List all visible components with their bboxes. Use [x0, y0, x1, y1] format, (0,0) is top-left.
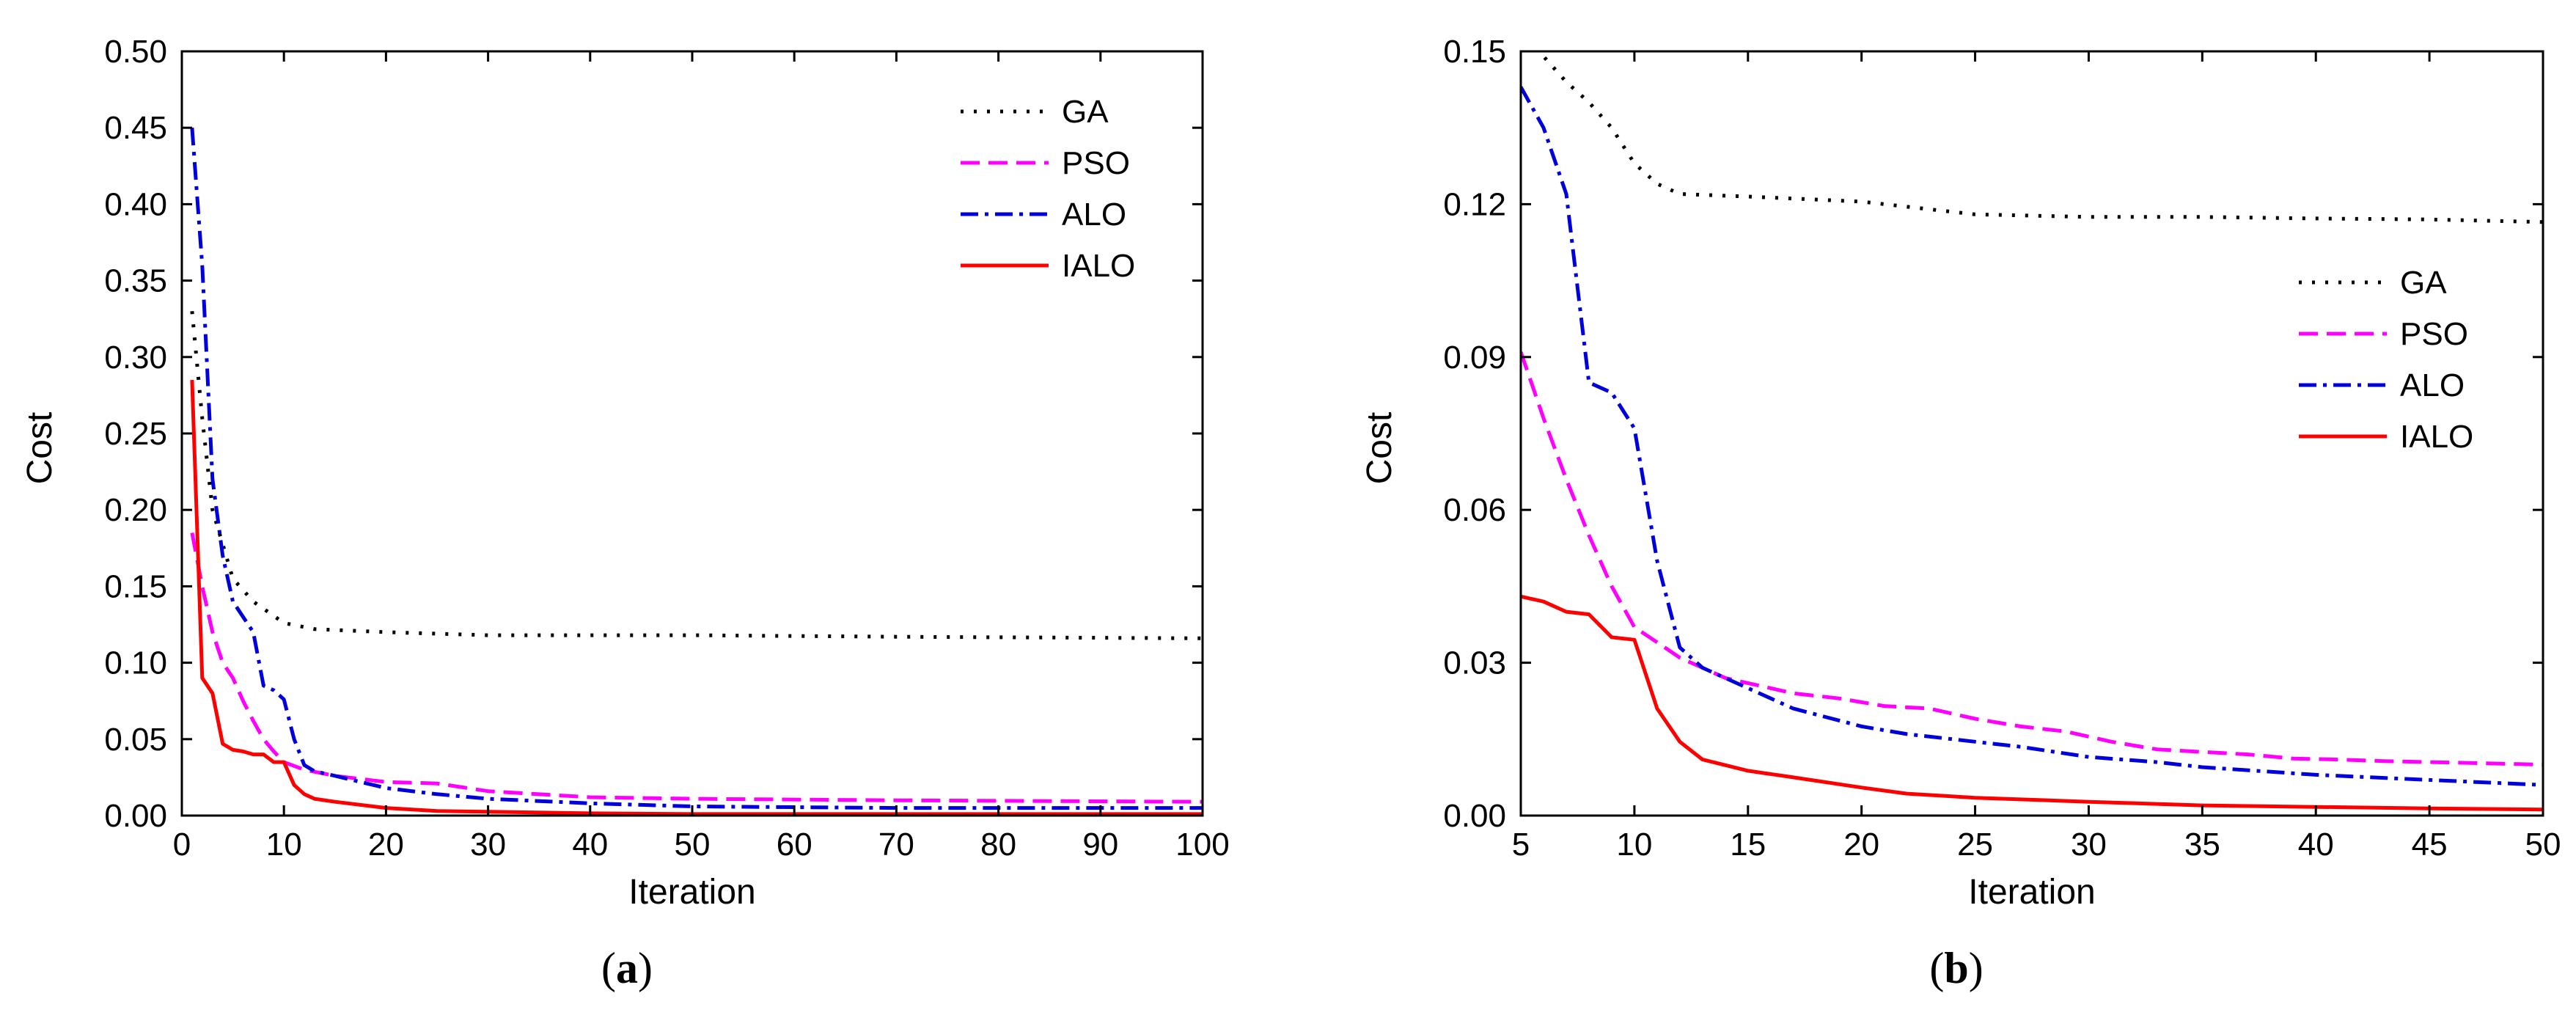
plot-frame [180, 50, 1204, 817]
legend-label-pso: PSO [2400, 316, 2468, 352]
legend-label-ga: GA [1062, 94, 1109, 130]
y-tick-label: 0.25 [104, 416, 167, 452]
y-tick-label: 0.10 [104, 645, 167, 681]
y-tick-label: 0.40 [104, 186, 167, 222]
series-line-alo [1521, 86, 2543, 787]
x-tick-label: 40 [572, 827, 608, 863]
x-tick-label: 45 [2412, 827, 2448, 863]
x-tick-label: 20 [1843, 827, 1879, 863]
chart-panel-a: 0 10 20 30 40 50 60 70 80 90 100 0.00 0.05 0.10 0.15 0.… [21, 34, 1230, 992]
x-tick-label: 40 [2298, 827, 2334, 863]
x-tick-label: 15 [1730, 827, 1766, 863]
y-tick-label: 0.35 [104, 263, 167, 299]
legend-label-alo: ALO [2400, 367, 2465, 403]
x-tick-label: 60 [777, 827, 812, 863]
y-tick-label: 0.06 [1443, 492, 1506, 528]
x-tick-label: 100 [1175, 827, 1229, 863]
y-axis-title: Cost [21, 412, 59, 485]
x-tick-label: 30 [2071, 827, 2107, 863]
y-tick-label: 0.12 [1443, 186, 1506, 222]
series-line-pso [1521, 351, 2543, 766]
x-tick-label: 10 [266, 827, 302, 863]
x-axis-title: Iteration [1968, 873, 2095, 912]
x-tick-label: 70 [878, 827, 914, 863]
y-tick-label: 0.20 [104, 492, 167, 528]
x-tick-label: 10 [1616, 827, 1652, 863]
y-tick-label: 0.00 [104, 798, 167, 834]
x-tick-label: 50 [2525, 827, 2561, 863]
legend-label-pso: PSO [1062, 145, 1130, 181]
y-tick-label: 0.15 [1443, 34, 1506, 70]
x-tick-label: 25 [1957, 827, 1993, 863]
y-tick-label: 0.00 [1443, 798, 1506, 834]
x-tick-label: 50 [675, 827, 711, 863]
series-line-ialo [190, 380, 1203, 816]
plot-frame [1519, 50, 2544, 817]
legend: GA PSO ALO IALO [2299, 265, 2473, 455]
series-line-pso [190, 532, 1203, 804]
x-axis-title: Iteration [628, 873, 755, 912]
series-line-ga [1537, 51, 2543, 224]
y-tick-label: 0.05 [104, 722, 167, 758]
x-tick-label: 80 [980, 827, 1016, 863]
x-tick-label: 0 [173, 827, 191, 863]
y-tick-label: 0.03 [1443, 645, 1506, 681]
panel-caption: (b) [1929, 944, 1983, 992]
y-tick-label: 0.15 [104, 568, 167, 604]
series-lines [190, 128, 1203, 816]
y-tick-label: 0.30 [104, 340, 167, 376]
x-tick-label: 20 [368, 827, 404, 863]
series-line-ga [190, 311, 1203, 640]
legend-label-ialo: IALO [1062, 248, 1135, 284]
legend-label-ialo: IALO [2400, 419, 2473, 455]
series-lines [1521, 51, 2543, 812]
legend-label-ga: GA [2400, 265, 2447, 301]
y-tick-label: 0.09 [1443, 340, 1506, 376]
y-tick-label: 0.45 [104, 110, 167, 146]
series-line-alo [190, 128, 1203, 810]
x-tick-label: 90 [1082, 827, 1118, 863]
x-tick-label: 35 [2184, 827, 2220, 863]
y-axis-title: Cost [1360, 412, 1399, 485]
panel-caption: (a) [601, 944, 653, 992]
x-tick-label: 30 [470, 827, 506, 863]
legend: GA PSO ALO IALO [961, 94, 1135, 284]
legend-label-alo: ALO [1062, 197, 1126, 232]
x-tick-label: 5 [1512, 827, 1530, 863]
y-tick-label: 0.50 [104, 34, 167, 70]
chart-panel-b: 5 10 15 20 25 30 35 40 45 50 0.00 0.03 0.06 0.09 0.12 0… [1360, 34, 2561, 992]
